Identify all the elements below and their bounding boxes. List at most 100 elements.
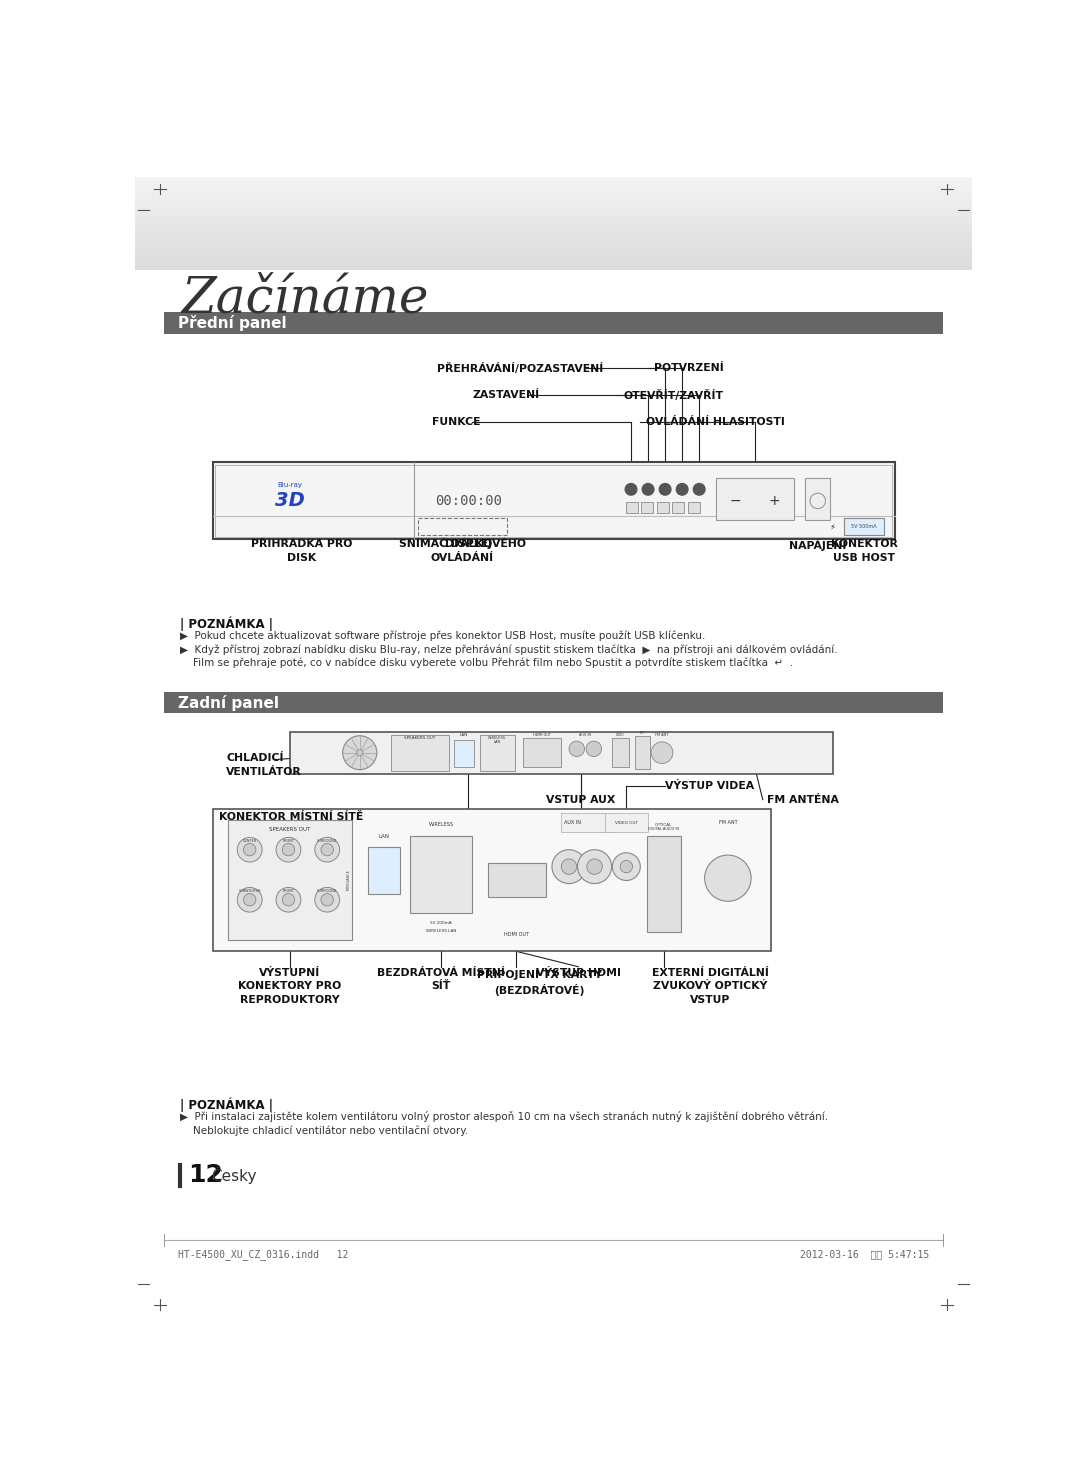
Text: KONEKTOR MÍSTNÍ SÍTĚ: KONEKTOR MÍSTNÍ SÍTĚ <box>218 812 363 821</box>
Text: SURROUND: SURROUND <box>318 889 337 893</box>
Text: NAPÁJENÍ: NAPÁJENÍ <box>789 540 847 552</box>
Text: 5V 500mA: 5V 500mA <box>851 524 877 529</box>
Text: CENTER: CENTER <box>243 839 257 843</box>
Text: KONEKTOR
USB HOST: KONEKTOR USB HOST <box>831 540 897 562</box>
Text: IMPEDANCE: IMPEDANCE <box>346 870 350 890</box>
Circle shape <box>586 741 602 757</box>
Text: FM ANT: FM ANT <box>656 732 669 737</box>
Text: CHLADICÍ
VENTILÁTOR: CHLADICÍ VENTILÁTOR <box>227 753 302 776</box>
Circle shape <box>243 843 256 856</box>
Text: PŘIHRÁDKA PRO
DISK: PŘIHRÁDKA PRO DISK <box>251 540 352 562</box>
Bar <box>488 862 545 898</box>
Bar <box>642 503 653 513</box>
Text: OTEVŘÍT/ZAVŘÍT: OTEVŘÍT/ZAVŘÍT <box>623 390 724 401</box>
Text: Film se přehraje poté, co v nabídce disku vyberete volbu Přehrát film nebo Spust: Film se přehraje poté, co v nabídce disk… <box>180 658 793 669</box>
Text: VÝSTUPNÍ
KONEKTORY PRO
REPRODUKTORY: VÝSTUPNÍ KONEKTORY PRO REPRODUKTORY <box>239 969 341 1004</box>
Text: WIRELESS: WIRELESS <box>488 737 505 740</box>
Text: ZASTAVENÍ: ZASTAVENÍ <box>472 390 539 401</box>
Text: 3D: 3D <box>275 491 305 510</box>
Circle shape <box>238 837 262 862</box>
Text: LAN: LAN <box>459 734 468 738</box>
Bar <box>606 813 648 833</box>
Text: Začínáme: Začínáme <box>181 274 429 324</box>
Text: Zadní panel: Zadní panel <box>177 695 279 710</box>
Bar <box>480 735 515 771</box>
Text: Blu-ray: Blu-ray <box>278 482 302 488</box>
Text: DIGITAL AUDIO IN: DIGITAL AUDIO IN <box>648 827 679 831</box>
Circle shape <box>651 742 673 763</box>
Circle shape <box>282 843 295 856</box>
Text: WIRELESS: WIRELESS <box>429 822 454 827</box>
Circle shape <box>282 893 295 907</box>
Text: 12: 12 <box>188 1164 222 1188</box>
Bar <box>625 503 638 513</box>
Circle shape <box>342 735 377 769</box>
Bar <box>213 809 770 951</box>
Bar <box>164 692 943 713</box>
Bar <box>291 732 833 774</box>
Circle shape <box>676 484 688 495</box>
Text: LAN: LAN <box>494 740 500 744</box>
Text: 00:00:00: 00:00:00 <box>435 494 502 507</box>
Bar <box>716 478 794 521</box>
Circle shape <box>578 850 611 883</box>
Text: AUX IN: AUX IN <box>565 821 581 825</box>
Text: 5V 200mA: 5V 200mA <box>430 921 451 926</box>
Bar <box>228 821 352 939</box>
Text: HDMI OUT: HDMI OUT <box>503 932 529 936</box>
Text: PŘIPOJENÍ TX KARTY
(BEZDRÁTOVÉ): PŘIPOJENÍ TX KARTY (BEZDRÁTOVÉ) <box>477 969 603 997</box>
Bar <box>164 312 943 334</box>
Bar <box>845 518 885 535</box>
Text: PŘEHRÁVÁNÍ/POZASTAVENÍ: PŘEHRÁVÁNÍ/POZASTAVENÍ <box>437 362 604 374</box>
Bar <box>635 735 650 769</box>
Text: −: − <box>730 494 742 507</box>
Circle shape <box>704 855 751 901</box>
Text: OVLÁDÁNÍ HLASITOSTI: OVLÁDÁNÍ HLASITOSTI <box>647 417 785 427</box>
Circle shape <box>562 859 577 874</box>
Circle shape <box>586 859 603 874</box>
Bar <box>647 836 681 932</box>
Text: SURROUND: SURROUND <box>318 839 337 843</box>
Text: DISPLEJ: DISPLEJ <box>445 540 491 549</box>
Circle shape <box>620 861 633 873</box>
Bar <box>215 464 892 537</box>
Circle shape <box>314 887 339 913</box>
Circle shape <box>612 853 640 880</box>
Text: ▶  Pokud chcete aktualizovat software přístroje přes konektor USB Host, musíte p: ▶ Pokud chcete aktualizovat software pří… <box>180 630 705 640</box>
Bar <box>391 735 449 771</box>
Text: AUX IN: AUX IN <box>579 732 591 737</box>
Circle shape <box>356 750 363 756</box>
Text: HDMI OUT: HDMI OUT <box>532 732 551 737</box>
Circle shape <box>693 484 705 495</box>
Text: FRONT: FRONT <box>283 839 295 843</box>
Text: FM ANTÉNA: FM ANTÉNA <box>767 794 838 805</box>
Text: VIDEO: VIDEO <box>616 732 624 737</box>
Text: WIRELESS LAN: WIRELESS LAN <box>426 929 457 933</box>
Bar <box>455 740 474 766</box>
Text: EXTERNÍ DIGITÁLNÍ
ZVUKOVÝ OPTICKÝ
VSTUP: EXTERNÍ DIGITÁLNÍ ZVUKOVÝ OPTICKÝ VSTUP <box>651 969 769 1004</box>
Bar <box>418 518 507 535</box>
Text: VÝSTUP HDMI: VÝSTUP HDMI <box>536 969 621 978</box>
Bar <box>213 463 894 540</box>
Text: OPT: OPT <box>639 731 646 735</box>
Text: HT-E4500_XU_CZ_0316.indd   12: HT-E4500_XU_CZ_0316.indd 12 <box>177 1250 348 1260</box>
Text: FRONT: FRONT <box>283 889 295 893</box>
Circle shape <box>643 484 653 495</box>
Text: SPEAKERS OUT: SPEAKERS OUT <box>404 737 435 740</box>
Bar <box>523 738 562 766</box>
Circle shape <box>276 837 301 862</box>
Circle shape <box>552 850 586 883</box>
Text: OPTICAL: OPTICAL <box>654 822 672 827</box>
Text: Neblokujte chladicí ventilátor nebo ventilační otvory.: Neblokujte chladicí ventilátor nebo vent… <box>180 1126 469 1136</box>
Text: ⚡: ⚡ <box>829 522 836 531</box>
Text: | POZNÁMKA |: | POZNÁMKA | <box>180 617 273 632</box>
Text: ▶  Když přístroj zobrazí nabídku disku Blu-ray, nelze přehrávání spustit stiskem: ▶ Když přístroj zobrazí nabídku disku Bl… <box>180 643 838 655</box>
Circle shape <box>314 837 339 862</box>
Circle shape <box>659 484 671 495</box>
Bar <box>410 836 472 913</box>
Text: ▶  Při instalaci zajistěte kolem ventilátoru volný prostor alespoň 10 cm na všec: ▶ Při instalaci zajistěte kolem ventilát… <box>180 1112 828 1123</box>
Circle shape <box>569 741 584 757</box>
Text: LAN: LAN <box>378 834 389 839</box>
Text: 2012-03-16  오후 5:47:15: 2012-03-16 오후 5:47:15 <box>800 1250 930 1259</box>
Text: VIDEO OUT: VIDEO OUT <box>615 821 638 825</box>
